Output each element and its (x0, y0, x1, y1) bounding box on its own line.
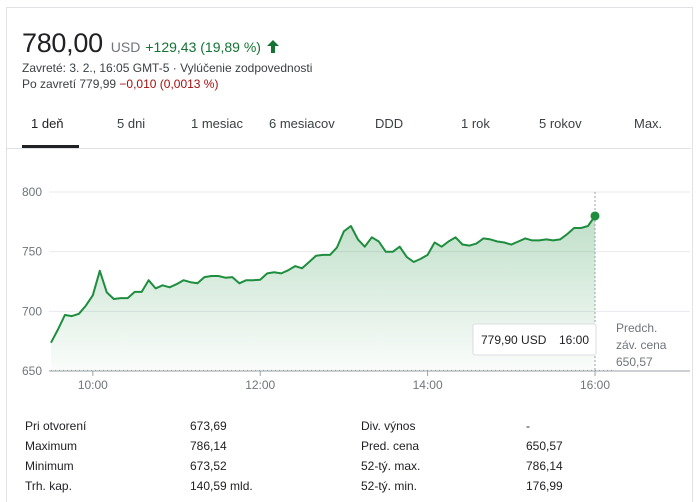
y-tick-label: 750 (22, 245, 42, 259)
prev-close-value: 650,57 (616, 355, 653, 369)
after-hours-price: Po zavretí 779,99 (22, 77, 120, 91)
close-info: Zavreté: 3. 2., 16:05 GMT-5 · Vylúčenie … (22, 61, 313, 75)
y-tick-label: 700 (22, 304, 42, 318)
tab-5-years[interactable]: 5 rokov (539, 116, 582, 131)
hover-point (590, 211, 600, 221)
stat-label: Minimum (25, 459, 74, 473)
x-tick-label: 12:00 (245, 378, 275, 392)
tab-1-day[interactable]: 1 deň (31, 116, 64, 131)
stat-value: 673,52 (190, 459, 227, 473)
stat-label: 52-tý. max. (361, 459, 421, 473)
stat-label: Pri otvorení (25, 419, 87, 433)
active-tab-indicator (22, 145, 79, 148)
tab-6-months[interactable]: 6 mesiacov (269, 116, 335, 131)
stat-value: 176,99 (526, 479, 563, 493)
stat-label: Maximum (25, 439, 78, 453)
tabs-divider (6, 148, 691, 149)
stat-value: 140,59 mld. (190, 479, 253, 493)
stat-value: 786,14 (190, 439, 227, 453)
stat-value: - (526, 419, 530, 433)
prev-close-line1: Predch. (616, 321, 657, 335)
after-hours-change: −0,010 (0,0013 %) (119, 77, 219, 91)
after-hours-info: Po zavretí 779,99 −0,010 (0,0013 %) (22, 77, 218, 91)
price-tooltip: 779,90 USD 16:00 (472, 323, 597, 356)
x-tick-label: 16:00 (580, 378, 610, 392)
prev-close-line2: záv. cena (616, 338, 667, 352)
arrow-up-icon (266, 40, 279, 53)
price-area-fill (51, 216, 595, 371)
stat-label: Div. výnos (361, 419, 416, 433)
tab-5-days[interactable]: 5 dni (117, 116, 146, 131)
tooltip-time: 16:00 (559, 333, 589, 347)
tab-ytd[interactable]: DDD (375, 116, 404, 131)
tab-1-month[interactable]: 1 mesiac (191, 116, 244, 131)
stat-value: 673,69 (190, 419, 227, 433)
price-line (50, 215, 596, 344)
tab-max[interactable]: Max. (634, 116, 663, 131)
stat-label: 52-tý. min. (361, 479, 418, 493)
stock-card (6, 7, 693, 502)
stat-value: 786,14 (526, 459, 563, 473)
y-tick-label: 800 (22, 185, 42, 199)
stat-label: Trh. kap. (25, 479, 72, 493)
stat-value: 650,57 (526, 439, 563, 453)
range-tabs: 1 deň 5 dni 1 mesiac 6 mesiacov DDD 1 ro… (6, 108, 691, 148)
x-tick-label: 10:00 (78, 378, 108, 392)
price-change: +129,43 (19,89 %) (145, 39, 261, 55)
price-row: 780,00 USD +129,43 (19,89 %) (22, 28, 279, 59)
currency-label: USD (110, 39, 141, 55)
previous-close-label: Predch. záv. cena 650,57 (616, 321, 667, 369)
stat-label: Pred. cena (361, 439, 420, 453)
tooltip-price: 779,90 USD (481, 333, 547, 347)
y-tick-label: 650 (22, 364, 42, 378)
current-price: 780,00 (22, 28, 103, 58)
x-tick-label: 14:00 (413, 378, 443, 392)
tab-1-year[interactable]: 1 rok (461, 116, 490, 131)
